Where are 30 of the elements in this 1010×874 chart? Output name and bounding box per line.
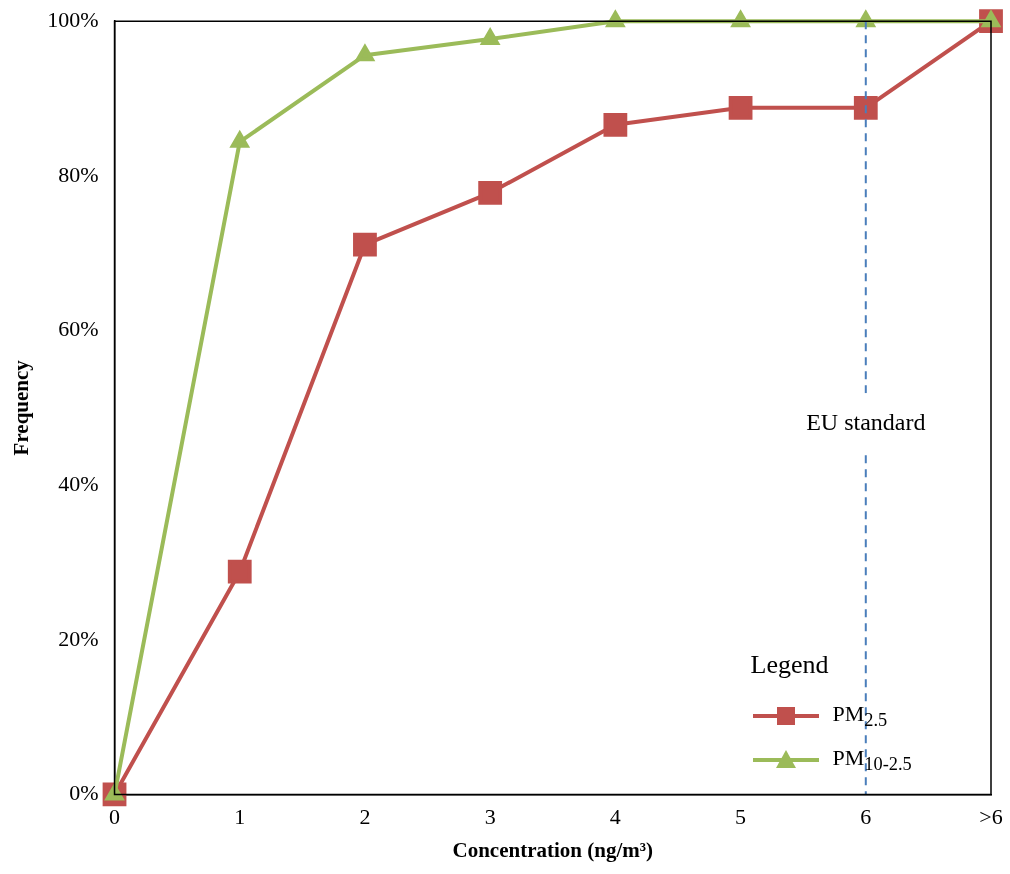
- y-tick-label: 80%: [58, 161, 99, 187]
- point: [603, 112, 628, 137]
- x-tick-label: 1: [234, 804, 246, 830]
- y-axis-title: Frequency: [9, 359, 34, 456]
- x-tick-label: 5: [735, 804, 747, 830]
- y-tick-label: 0%: [69, 780, 99, 806]
- point: [356, 45, 374, 62]
- x-axis-title: Concentration (ng/m³): [452, 837, 654, 862]
- x-tick-label: 0: [109, 804, 121, 830]
- point: [353, 232, 377, 257]
- legend-label: PM$_{2.5}$: [832, 701, 888, 732]
- legend-title: Legend: [750, 650, 830, 681]
- point: [481, 28, 500, 45]
- ref-line-label: EU standard: [806, 408, 926, 435]
- point: [853, 95, 878, 120]
- legend-label: PM$_{10-2.5}$: [832, 745, 912, 776]
- point: [728, 95, 753, 120]
- point: [731, 11, 750, 28]
- point: [227, 559, 252, 584]
- x-tick-label: 6: [860, 804, 872, 830]
- y-tick-label: 100%: [47, 6, 99, 32]
- y-tick-label: 40%: [58, 470, 99, 496]
- x-tick-label: 3: [484, 804, 496, 830]
- point: [478, 180, 503, 205]
- point: [606, 11, 625, 28]
- x-tick-label: >6: [979, 804, 1003, 830]
- x-tick-label: 4: [609, 804, 621, 830]
- y-tick-label: 20%: [58, 625, 99, 651]
- y-tick-label: 60%: [58, 316, 99, 342]
- x-tick-label: 2: [359, 804, 371, 830]
